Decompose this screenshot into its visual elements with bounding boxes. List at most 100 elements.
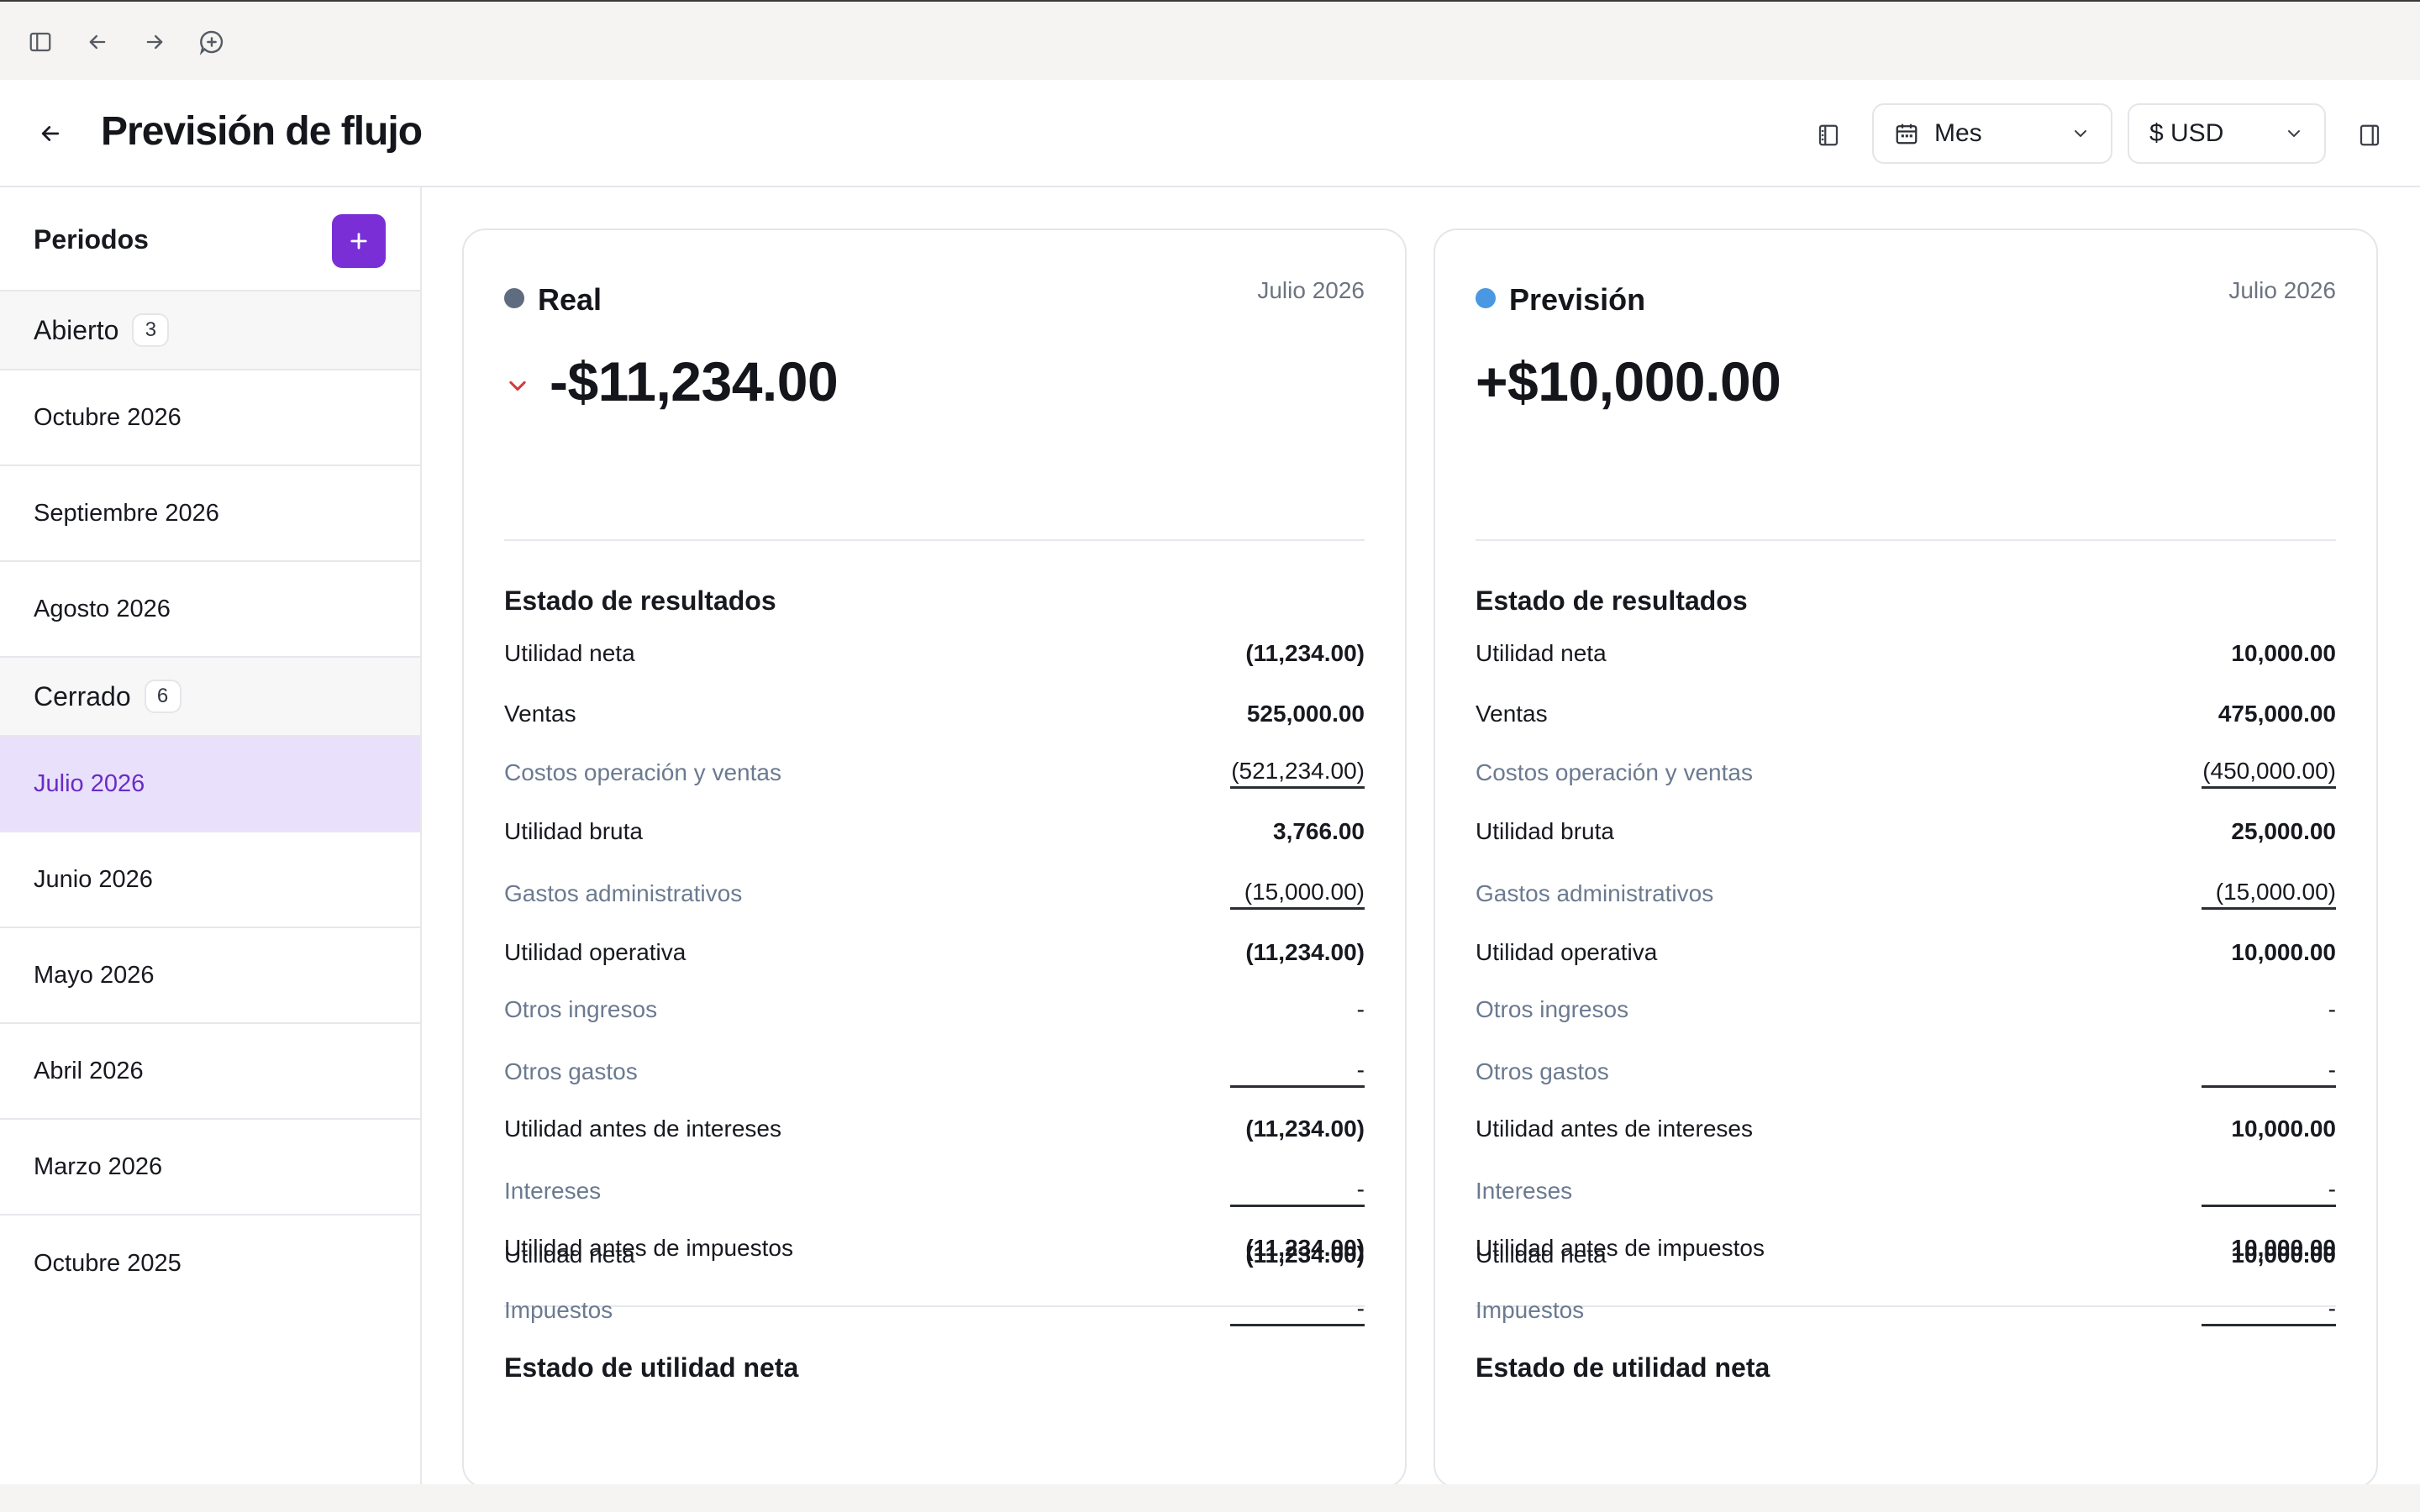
statement-row: Ventas 475,000.00 — [1476, 692, 2336, 736]
statement-row: Utilidad bruta 3,766.00 — [504, 810, 1365, 853]
row-value: 3,766.00 — [1273, 818, 1365, 844]
row-label: Utilidad bruta — [1476, 818, 1614, 844]
period-select-value: Mes — [1934, 119, 1982, 147]
statement-row: Utilidad neta (11,234.00) — [504, 632, 1365, 675]
row-label: Intereses — [504, 1178, 602, 1204]
row-value: 10,000.00 — [2231, 1242, 2336, 1268]
section-title: Estado de resultados — [1476, 585, 1748, 616]
statement-row: Utilidad neta 10,000.00 — [1476, 632, 2336, 675]
row-value: 10,000.00 — [2231, 939, 2336, 965]
row-label: Intereses — [1476, 1178, 1573, 1204]
row-label: Utilidad antes de intereses — [1476, 1116, 1753, 1142]
arrow-right-icon[interactable] — [138, 25, 171, 59]
row-value: - — [2202, 1057, 2336, 1088]
statement-row: Costos operación y ventas (450,000.00) — [1476, 751, 2336, 795]
row-label: Utilidad neta — [1476, 640, 1607, 666]
period-item[interactable]: Marzo 2026 — [0, 1120, 420, 1215]
row-value: - — [2328, 996, 2336, 1022]
row-value: - — [1230, 1176, 1365, 1207]
row-label: Utilidad operativa — [1476, 939, 1658, 965]
statement-row: Utilidad neta 10,000.00 — [1476, 1233, 2336, 1277]
row-value: 525,000.00 — [1246, 701, 1365, 727]
card-period: Julio 2026 — [1257, 277, 1365, 303]
currency-select[interactable]: $ USD — [2128, 103, 2326, 164]
back-button[interactable] — [32, 115, 69, 152]
chevron-down-icon — [2070, 123, 2091, 144]
statement-row: Intereses - — [1476, 1169, 2336, 1213]
sidebar-header: Periodos — [0, 187, 420, 291]
arrow-left-icon — [41, 126, 60, 141]
forecast-card: Previsión Julio 2026 +$10,000.00 Estado … — [1434, 228, 2378, 1488]
group-count-badge: 6 — [144, 680, 182, 713]
page-title: Previsión de flujo — [101, 109, 423, 154]
row-value: (11,234.00) — [1245, 1116, 1365, 1142]
row-value: - — [2202, 1295, 2336, 1326]
section-title: Estado de resultados — [504, 585, 776, 616]
row-value: - — [2202, 1176, 2336, 1207]
period-item[interactable]: Agosto 2026 — [0, 562, 420, 658]
row-label: Utilidad antes de impuestos — [504, 1235, 793, 1261]
row-label: Utilidad neta — [504, 640, 635, 666]
row-value: - — [1230, 1295, 1365, 1326]
arrow-left-icon[interactable] — [81, 25, 114, 59]
row-label: Utilidad neta — [1476, 1242, 1607, 1268]
group-closed-header[interactable]: Cerrado 6 — [0, 658, 420, 737]
statement-row: Impuestos - — [504, 1289, 1365, 1332]
row-value: 25,000.00 — [2231, 818, 2336, 844]
period-item[interactable]: Mayo 2026 — [0, 928, 420, 1024]
row-label: Impuestos — [504, 1297, 613, 1323]
row-label: Gastos administrativos — [1476, 880, 1714, 906]
statement-row: Utilidad operativa (11,234.00) — [504, 931, 1365, 974]
period-item[interactable]: Abril 2026 — [0, 1024, 420, 1120]
row-label: Utilidad neta — [504, 1242, 635, 1268]
series-dot — [1476, 288, 1496, 308]
divider — [1476, 539, 2336, 541]
series-dot — [504, 288, 524, 308]
period-item-active[interactable]: Julio 2026 — [0, 737, 420, 832]
row-value: (11,234.00) — [1245, 939, 1365, 965]
row-label: Utilidad antes de impuestos — [1476, 1235, 1765, 1261]
statement-row: Costos operación y ventas (521,234.00) — [504, 751, 1365, 795]
statement-row: Utilidad antes de intereses (11,234.00) — [504, 1107, 1365, 1151]
statement-row: Otros ingresos - — [504, 988, 1365, 1032]
row-value: 10,000.00 — [2231, 640, 2336, 666]
bottom-strip — [0, 1484, 2420, 1512]
row-value: (15,000.00) — [2202, 879, 2336, 910]
period-item[interactable]: Octubre 2025 — [34, 1249, 182, 1277]
row-value: 475,000.00 — [2217, 701, 2336, 727]
period-item[interactable]: Octubre 2026 — [0, 370, 420, 466]
sidebar-toggle-icon[interactable] — [24, 25, 57, 59]
plus-icon — [350, 233, 367, 249]
row-label: Impuestos — [1476, 1297, 1585, 1323]
divider — [1476, 1305, 2336, 1307]
row-value: (11,234.00) — [1245, 1235, 1365, 1261]
row-label: Costos operación y ventas — [504, 759, 781, 785]
panel-right-button[interactable] — [2349, 115, 2390, 155]
row-value: (11,234.00) — [1245, 1242, 1365, 1268]
card-amount: +$10,000.00 — [1476, 350, 1781, 412]
calendar-icon — [1894, 121, 1919, 146]
group-label: Cerrado — [34, 680, 131, 711]
period-select[interactable]: Mes — [1872, 103, 2112, 164]
row-label: Ventas — [504, 701, 576, 727]
card-label: Real — [538, 282, 602, 317]
new-tab-icon[interactable] — [195, 25, 229, 59]
row-value: (15,000.00) — [1230, 879, 1365, 910]
chevron-down-icon — [506, 375, 529, 398]
row-value: (450,000.00) — [2202, 758, 2336, 789]
row-label: Ventas — [1476, 701, 1548, 727]
panel-right-icon — [2360, 124, 2380, 146]
statement-row: Otros ingresos - — [1476, 988, 2336, 1032]
period-item[interactable]: Junio 2026 — [0, 832, 420, 928]
panel-left-button[interactable] — [1808, 115, 1849, 155]
row-value: 10,000.00 — [2231, 1116, 2336, 1142]
group-open-header[interactable]: Abierto 3 — [0, 291, 420, 370]
row-label: Costos operación y ventas — [1476, 759, 1753, 785]
row-label: Utilidad bruta — [504, 818, 643, 844]
row-value: - — [1356, 996, 1365, 1022]
periods-sidebar: Periodos Abierto 3 Octubre 2026 Septiemb… — [0, 187, 422, 1484]
statement-row: Gastos administrativos (15,000.00) — [1476, 872, 2336, 916]
add-period-button[interactable] — [332, 214, 386, 268]
period-item[interactable]: Septiembre 2026 — [0, 466, 420, 562]
row-value: 10,000.00 — [2231, 1235, 2336, 1261]
